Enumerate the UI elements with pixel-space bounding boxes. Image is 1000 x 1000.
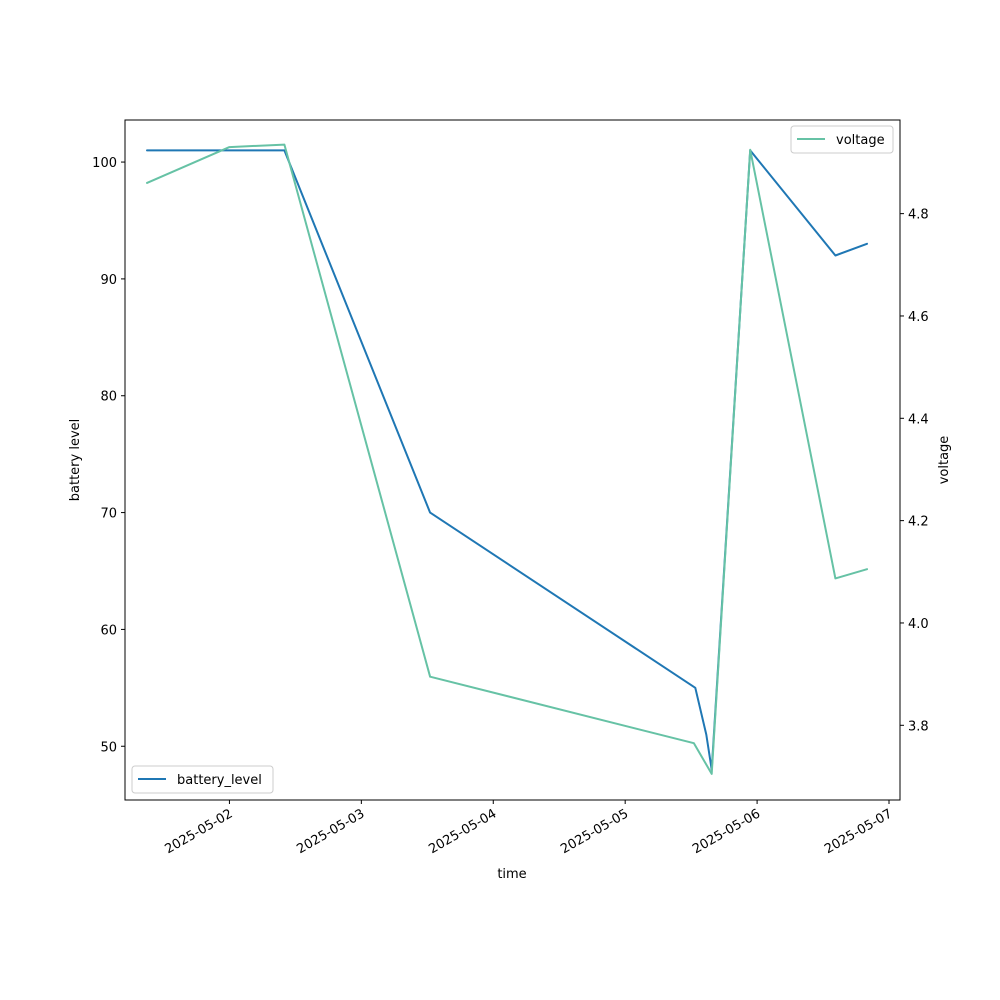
right-y-tick-label: 4.6 xyxy=(908,310,929,325)
legend-battery-level: battery_level xyxy=(131,765,274,794)
left-y-tick-label: 100 xyxy=(92,156,117,171)
series-line-battery-level xyxy=(146,149,868,771)
legend-box xyxy=(790,125,894,154)
left-y-axis: 50 60 70 80 90 100 xyxy=(92,156,125,755)
right-y-tick-label: 4.2 xyxy=(908,515,929,530)
left-y-tick-label: 70 xyxy=(100,507,117,522)
legend-label-battery-level: battery_level xyxy=(177,773,262,788)
x-tick-label: 2025-05-02 xyxy=(162,806,235,857)
left-y-tick-label: 90 xyxy=(100,273,117,288)
right-y-axis: 3.8 4.0 4.2 4.4 4.6 4.8 xyxy=(900,208,929,734)
left-y-tick-label: 60 xyxy=(100,623,117,638)
x-tick-label: 2025-05-05 xyxy=(558,806,631,857)
x-tick-label: 2025-05-07 xyxy=(822,806,895,857)
series-lines-layer xyxy=(146,143,868,775)
legend-label-voltage: voltage xyxy=(836,133,885,148)
legend-box xyxy=(131,765,274,794)
series-line-voltage xyxy=(146,143,868,775)
x-tick-label: 2025-05-06 xyxy=(690,806,763,857)
right-y-tick-label: 4.0 xyxy=(908,617,929,632)
legend-voltage: voltage xyxy=(790,125,894,154)
x-axis-title: time xyxy=(497,867,526,882)
left-y-tick-label: 50 xyxy=(100,740,117,755)
left-y-axis-title: battery level xyxy=(68,419,83,502)
left-y-tick-label: 80 xyxy=(100,390,117,405)
x-tick-label: 2025-05-04 xyxy=(426,806,499,857)
right-y-tick-label: 4.8 xyxy=(908,208,929,223)
right-y-tick-label: 3.8 xyxy=(908,719,929,734)
plot-frame xyxy=(124,119,901,801)
x-axis: 2025-05-02 2025-05-03 2025-05-04 2025-05-05… xyxy=(162,800,895,857)
right-y-axis-title: voltage xyxy=(937,436,952,485)
right-y-tick-label: 4.4 xyxy=(908,412,929,427)
x-tick-label: 2025-05-03 xyxy=(294,806,367,857)
